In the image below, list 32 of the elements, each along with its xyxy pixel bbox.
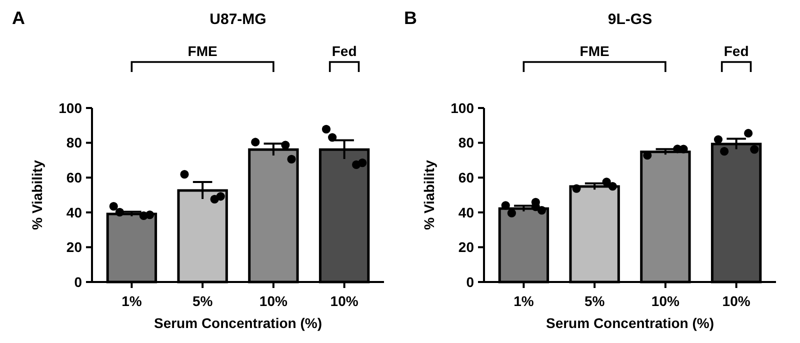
y-tick-label: 60 (458, 170, 474, 186)
y-tick-label: 40 (458, 204, 474, 220)
x-axis-title: Serum Concentration (%) (546, 315, 714, 331)
text: Fed (332, 43, 357, 59)
y-tick-label: 20 (458, 239, 474, 256)
y-axis-title: % Viability (421, 160, 437, 230)
x-tick-label: 1% (514, 293, 534, 309)
y-tick-label: 100 (58, 100, 82, 116)
y-tick-label: 0 (466, 274, 474, 290)
x-tick-label: 10% (722, 293, 751, 309)
text: FME (188, 43, 218, 59)
text: FME (580, 43, 610, 59)
chart-title: 9L-GS (608, 11, 652, 28)
y-tick-label: 80 (458, 134, 474, 151)
y-tick-label: 40 (66, 204, 82, 220)
text: B (404, 8, 417, 28)
y-tick-label: 20 (66, 239, 82, 256)
y-tick-label: 60 (66, 170, 82, 186)
y-tick-label: 100 (450, 100, 474, 116)
chart-title: U87-MG (210, 11, 266, 28)
text: Fed (724, 43, 749, 59)
x-tick-label: 5% (584, 293, 606, 309)
x-axis-title: Serum Concentration (%) (154, 315, 322, 331)
x-tick-label: 10% (330, 293, 359, 309)
x-tick-label: 10% (259, 293, 288, 309)
y-tick-label: 0 (74, 274, 82, 290)
x-tick-label: 1% (122, 293, 142, 309)
x-tick-label: 10% (651, 293, 680, 309)
y-tick-label: 80 (66, 134, 82, 151)
x-tick-label: 5% (192, 293, 214, 309)
text: A (12, 8, 25, 28)
y-axis-title: % Viability (29, 160, 45, 230)
